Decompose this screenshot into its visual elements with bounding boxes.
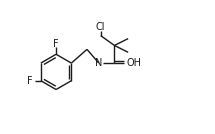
- Text: F: F: [53, 40, 59, 49]
- Text: F: F: [27, 76, 33, 86]
- Text: N: N: [95, 58, 103, 68]
- Text: Cl: Cl: [96, 22, 106, 32]
- Text: OH: OH: [126, 58, 141, 68]
